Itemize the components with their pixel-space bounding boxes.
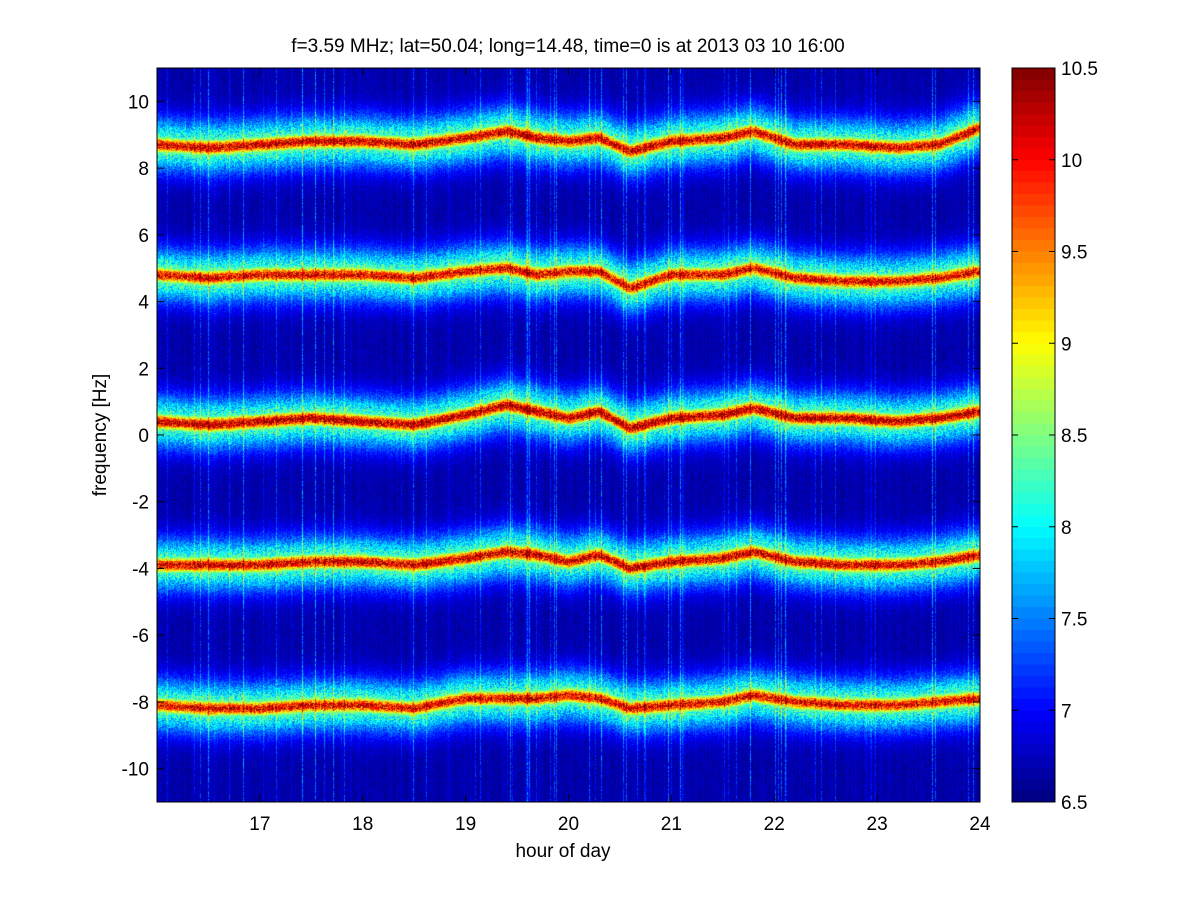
colorbar-tick-label: 9.5: [1061, 243, 1087, 264]
x-tick-label: 17: [249, 814, 270, 835]
x-axis-label: hour of day: [515, 841, 611, 862]
x-tick-label: 21: [661, 814, 682, 835]
y-tick-label: -4: [132, 559, 149, 580]
x-tick-label: 23: [867, 814, 888, 835]
colorbar-tick-label: 10.5: [1061, 59, 1098, 80]
y-tick-label: 8: [138, 159, 149, 180]
x-tick-label: 20: [558, 814, 579, 835]
x-axis-ticks: 17 18 19 20 21 22 23 24: [249, 68, 991, 835]
x-tick-label: 18: [352, 814, 373, 835]
colorbar-tick-label: 7: [1061, 701, 1072, 722]
x-tick-label: 24: [969, 814, 991, 835]
colorbar-tick-label: 9: [1061, 334, 1072, 355]
colorbar-tick-label: 6.5: [1061, 793, 1087, 814]
y-tick-label: 0: [138, 426, 149, 447]
colorbar-ticks: 6.5 7 7.5 8 8.5 9 9.5 10 10.5: [1012, 59, 1098, 814]
x-tick-label: 22: [764, 814, 785, 835]
y-tick-label: 10: [128, 92, 149, 113]
colorbar-tick-label: 8.5: [1061, 426, 1087, 447]
y-tick-label: -10: [122, 760, 149, 781]
y-axis-label: frequency [Hz]: [90, 374, 111, 497]
y-tick-label: -8: [132, 693, 149, 714]
colorbar-tick-label: 10: [1061, 151, 1082, 172]
y-axis-ticks: -10 -8 -6 -4 -2 0 2 4 6 8 10: [122, 92, 980, 781]
y-tick-label: 2: [138, 359, 149, 380]
y-tick-label: -2: [132, 493, 149, 514]
colorbar-tick-label: 7.5: [1061, 610, 1087, 631]
colorbar-gradient: [1012, 68, 1055, 802]
y-tick-label: -6: [132, 626, 149, 647]
x-tick-label: 19: [455, 814, 476, 835]
colorbar-tick-label: 8: [1061, 518, 1072, 539]
y-tick-label: 4: [138, 293, 149, 314]
spectrogram-heatmap: [157, 68, 980, 802]
y-tick-label: 6: [138, 226, 149, 247]
chart-title: f=3.59 MHz; lat=50.04; long=14.48, time=…: [291, 36, 845, 57]
